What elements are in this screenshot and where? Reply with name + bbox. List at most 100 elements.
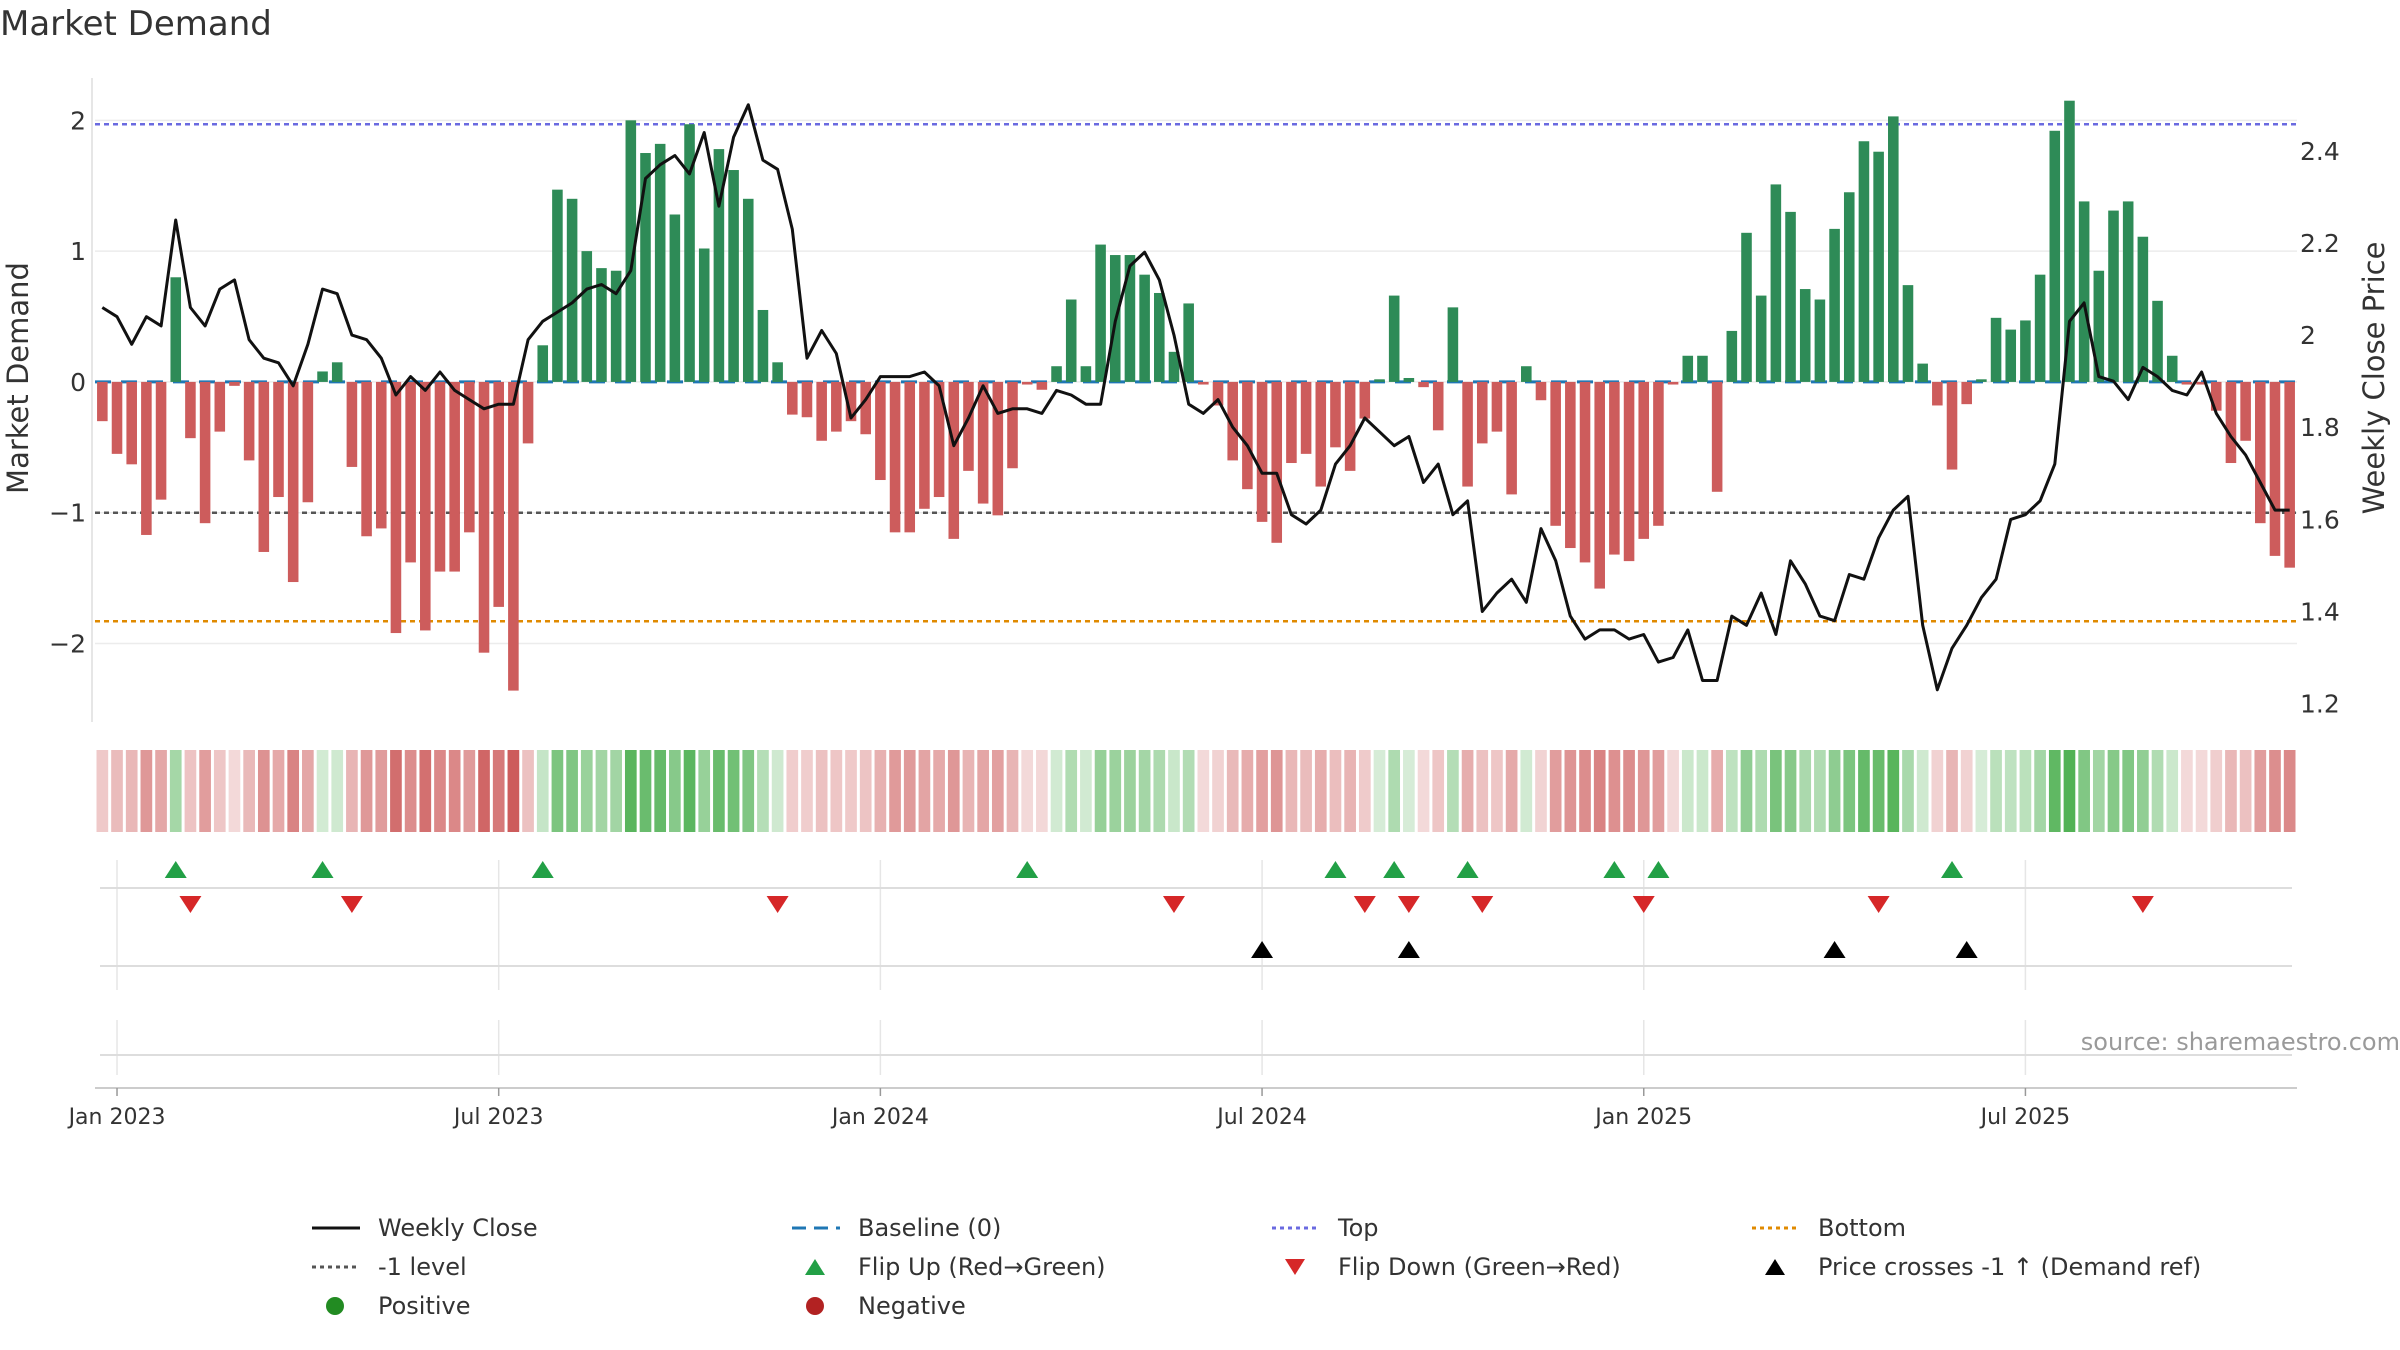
demand-bar bbox=[1432, 381, 1444, 431]
demand-bar bbox=[375, 381, 387, 529]
heat-cell bbox=[1755, 750, 1768, 832]
demand-bar bbox=[1829, 228, 1840, 382]
demand-bar bbox=[508, 381, 519, 691]
flip-up-marker bbox=[1016, 861, 1039, 878]
heat-cell bbox=[507, 750, 520, 832]
heat-cell bbox=[1344, 750, 1356, 832]
heat-cell bbox=[1080, 750, 1092, 832]
price-cross-marker bbox=[1823, 941, 1846, 958]
heat-cell bbox=[551, 750, 564, 832]
weekly-close-line bbox=[101, 103, 2290, 692]
heat-cell bbox=[610, 750, 622, 832]
heat-cell bbox=[1828, 750, 1841, 832]
demand-bar bbox=[669, 214, 681, 382]
flip-down-marker bbox=[1867, 896, 1890, 913]
heat-cell bbox=[169, 750, 182, 832]
demand-bar bbox=[728, 170, 739, 382]
heat-cell bbox=[1358, 750, 1371, 832]
demand-bar bbox=[625, 120, 637, 382]
demand-bar bbox=[801, 381, 813, 418]
heat-cell bbox=[2078, 750, 2090, 832]
axes: −2 −1 0 1 2 1.2 1.4 1.6 1.8 2 2.2 2.4 bbox=[49, 78, 2340, 722]
demand-bar bbox=[2196, 381, 2207, 385]
heat-cell bbox=[1579, 750, 1591, 832]
demand-bar bbox=[2137, 236, 2149, 382]
x-tick-label: Jul 2025 bbox=[1979, 1105, 2071, 1130]
demand-bar bbox=[185, 381, 196, 439]
legend-label: Flip Down (Green→Red) bbox=[1338, 1253, 1621, 1281]
heat-cell bbox=[1990, 750, 2002, 832]
demand-bar bbox=[258, 381, 270, 552]
demand-bar bbox=[2049, 130, 2061, 382]
heat-cell bbox=[1916, 750, 1929, 832]
demand-bar bbox=[2034, 274, 2046, 382]
heat-cell bbox=[1373, 750, 1386, 832]
heat-cell bbox=[184, 750, 197, 832]
heat-cell bbox=[2283, 750, 2296, 832]
demand-bar bbox=[1374, 379, 1385, 382]
flip-up-marker bbox=[1324, 861, 1347, 878]
heat-cell bbox=[727, 750, 740, 832]
legend-symbol bbox=[792, 1226, 840, 1230]
demand-bar bbox=[2240, 381, 2251, 441]
heat-cell bbox=[1799, 750, 1812, 832]
demand-bar bbox=[581, 251, 593, 382]
heat-cell bbox=[96, 750, 109, 832]
demand-bar bbox=[654, 143, 666, 382]
demand-bar bbox=[1021, 381, 1033, 385]
demand-bar bbox=[1902, 285, 1914, 382]
demand-bar bbox=[1976, 379, 1987, 382]
price-cross-marker bbox=[1955, 941, 1978, 958]
demand-bar bbox=[287, 381, 299, 583]
flip-down-marker bbox=[1632, 896, 1655, 913]
price-cross-marker bbox=[1251, 941, 1274, 958]
demand-bar bbox=[1286, 381, 1297, 464]
heat-cell bbox=[1491, 750, 1503, 832]
demand-bar bbox=[1667, 381, 1679, 385]
heat-cell bbox=[2137, 750, 2149, 832]
heat-cell bbox=[1872, 750, 1885, 832]
heat-cell bbox=[213, 750, 226, 832]
demand-bar bbox=[1990, 317, 2002, 382]
demand-bar bbox=[1124, 255, 1136, 382]
heat-cell bbox=[669, 750, 681, 832]
heat-cell bbox=[1902, 750, 1914, 832]
heat-cell bbox=[522, 750, 534, 832]
demand-bar bbox=[1888, 116, 1899, 382]
demand-bar bbox=[904, 381, 916, 533]
flip-up-marker bbox=[1456, 861, 1479, 878]
demand-bar bbox=[1873, 151, 1884, 382]
demand-bar bbox=[170, 277, 182, 382]
heat-cell bbox=[639, 750, 652, 832]
demand-bar bbox=[302, 381, 314, 503]
demand-bar bbox=[97, 381, 108, 422]
flip-down-marker bbox=[1162, 896, 1185, 913]
demand-bar bbox=[243, 381, 255, 461]
demand-bar bbox=[2152, 300, 2163, 382]
source-credit: source: sharemaestro.com bbox=[2081, 1028, 2400, 1056]
demand-bar bbox=[1491, 381, 1503, 432]
demand-bar bbox=[2005, 329, 2017, 382]
flip-up-marker bbox=[1603, 861, 1626, 878]
heat-cell bbox=[463, 750, 476, 832]
demand-bar bbox=[1300, 381, 1312, 454]
demand-bar bbox=[1785, 211, 1796, 382]
demand-bar bbox=[273, 381, 284, 498]
heat-cell bbox=[1696, 750, 1709, 832]
demand-bar bbox=[610, 270, 622, 382]
demand-bar bbox=[816, 381, 827, 441]
heat-cell bbox=[243, 750, 255, 832]
demand-bar bbox=[2181, 381, 2193, 385]
legend-item: Flip Up (Red→Green) bbox=[780, 1247, 1106, 1287]
demand-bar bbox=[1799, 289, 1811, 382]
demand-bar bbox=[1579, 381, 1591, 563]
demand-bar bbox=[493, 381, 504, 607]
legend-label: Baseline (0) bbox=[858, 1214, 1002, 1242]
heat-cell bbox=[1036, 750, 1048, 832]
demand-bars bbox=[97, 100, 2295, 691]
demand-bar bbox=[1403, 377, 1415, 382]
event-markers bbox=[100, 861, 2292, 1056]
demand-bar bbox=[2093, 270, 2105, 382]
heat-cell bbox=[1168, 750, 1180, 832]
legend-symbol bbox=[1765, 1259, 1785, 1275]
